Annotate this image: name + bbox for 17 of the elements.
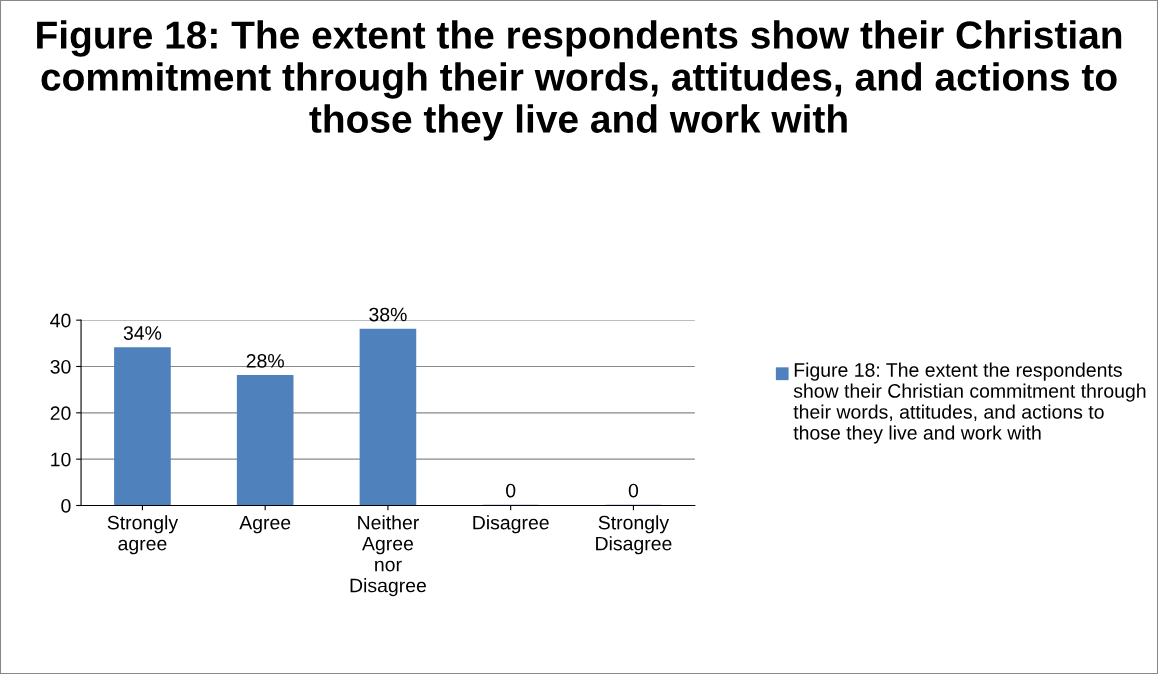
data-label: 0 [628,483,639,498]
y-tick-label: 40 [50,313,71,328]
y-tick-label: 10 [51,452,71,467]
data-label: 28% [246,353,284,368]
data-label: 0 [506,483,516,498]
x-tick-label: Strongly agree [107,515,179,555]
x-tick-label: Neither Agree nor Disagree [350,515,426,597]
x-tick-label: Strongly Disagree [596,515,672,555]
y-tick-label: 30 [50,359,71,374]
data-label: 38% [369,307,407,322]
data-label: 34% [123,326,162,340]
y-tick-label: 20 [50,406,71,421]
chart-title: Figure 18: The extent the respondents show their Christian commitment through their words, attitudes, and actions to those they live and work with [37,20,1122,141]
legend-label: Figure 18: The extent the respondents show their Christian commitment through their words, attitudes, and actions to those they live and work with [793,362,1146,444]
x-tick-label: Agree [239,515,291,534]
x-tick-label: Disagree [473,515,549,534]
y-tick-label: 0 [61,498,71,513]
